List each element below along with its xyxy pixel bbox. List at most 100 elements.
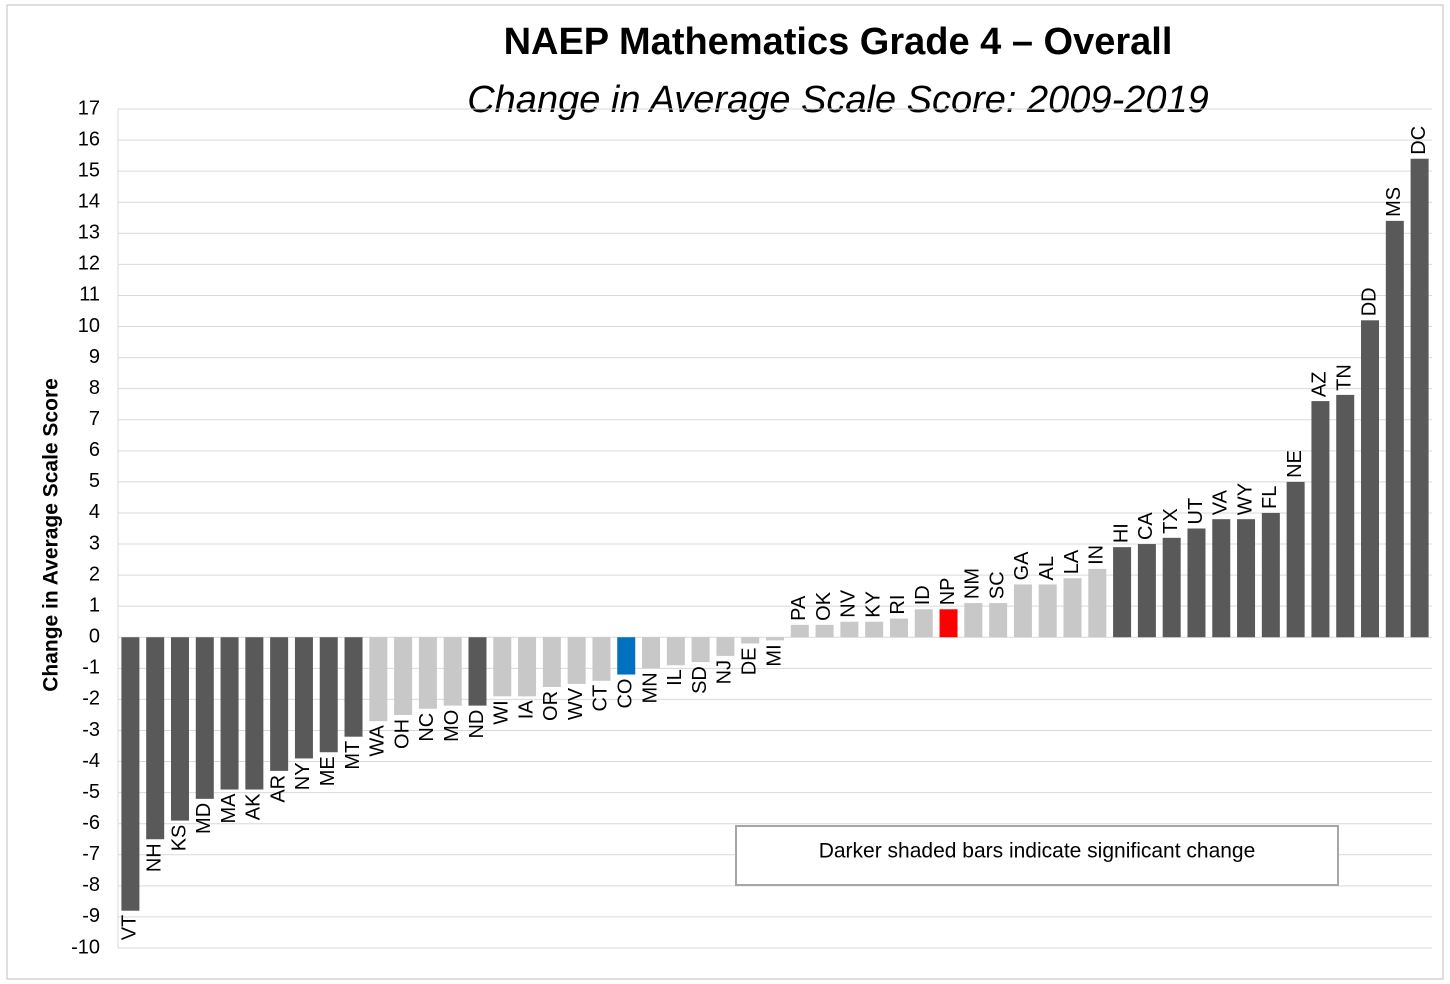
y-tick-label: -4 xyxy=(82,750,100,772)
x-tick-label: SD xyxy=(689,666,711,694)
x-tick-label: RI xyxy=(887,595,909,615)
bar xyxy=(1361,320,1380,638)
bar xyxy=(1286,481,1305,638)
bar xyxy=(220,637,239,790)
bar xyxy=(1162,537,1181,638)
bar xyxy=(294,637,313,759)
x-tick-label: NV xyxy=(838,589,860,617)
x-tick-label: AL xyxy=(1036,556,1058,580)
x-tick-label: MO xyxy=(441,710,463,742)
bar xyxy=(914,609,933,638)
x-tick-label: OR xyxy=(540,691,562,721)
y-tick-label: 10 xyxy=(78,315,100,337)
x-tick-label: HI xyxy=(1110,523,1132,543)
bar xyxy=(1088,568,1107,638)
bar xyxy=(146,637,165,840)
bar xyxy=(369,637,388,722)
annotation-box xyxy=(735,825,1339,886)
x-tick-label: DC xyxy=(1408,126,1430,155)
x-tick-label: WV xyxy=(565,687,587,720)
x-tick-label: UT xyxy=(1185,498,1207,525)
x-tick-label: NY xyxy=(292,762,314,790)
y-tick-label: 7 xyxy=(89,408,100,430)
x-tick-label: LA xyxy=(1061,549,1083,574)
bar xyxy=(642,637,661,669)
x-tick-label: WI xyxy=(491,700,513,724)
x-tick-label: PA xyxy=(788,595,810,621)
bar xyxy=(319,637,338,753)
bar xyxy=(1038,584,1057,638)
bar xyxy=(989,603,1008,638)
bar xyxy=(1237,519,1256,638)
bar xyxy=(493,637,512,697)
x-tick-label: CT xyxy=(590,685,612,712)
x-tick-label: NP xyxy=(937,577,959,605)
y-tick-label: 16 xyxy=(78,128,100,150)
x-tick-label: MT xyxy=(342,741,364,770)
x-tick-label: VA xyxy=(1210,489,1232,515)
bar xyxy=(790,624,809,638)
bar xyxy=(592,637,611,681)
bar xyxy=(1385,220,1404,638)
bar xyxy=(617,637,636,675)
x-tick-label: AZ xyxy=(1309,372,1331,398)
bar xyxy=(666,637,685,666)
x-tick-label: ND xyxy=(466,710,488,739)
x-tick-label: WY xyxy=(1234,483,1256,515)
y-axis-title: Change in Average Scale Score xyxy=(40,378,63,692)
x-tick-label: OK xyxy=(813,591,835,621)
x-tick-label: IL xyxy=(664,669,686,686)
x-tick-label: VT xyxy=(119,915,141,941)
bar xyxy=(468,637,487,706)
x-tick-label: ME xyxy=(317,756,339,786)
x-tick-label: MD xyxy=(193,803,215,834)
y-tick-label: 14 xyxy=(78,191,100,213)
bar xyxy=(542,637,561,687)
bar xyxy=(245,637,264,790)
y-tick-label: 3 xyxy=(89,532,100,554)
bar xyxy=(121,637,140,911)
bar xyxy=(1311,401,1330,638)
bar xyxy=(344,637,363,737)
y-tick-label: -8 xyxy=(82,874,100,896)
x-tick-label: NC xyxy=(416,713,438,742)
bar xyxy=(840,621,859,638)
bar xyxy=(1212,519,1231,638)
x-tick-label: MI xyxy=(763,644,785,666)
y-tick-label: 17 xyxy=(78,97,100,119)
y-tick-label: 15 xyxy=(78,159,100,181)
bar xyxy=(518,637,537,697)
y-tick-label: -1 xyxy=(82,657,100,679)
y-tick-label: -6 xyxy=(82,812,100,834)
bar xyxy=(1063,578,1082,638)
y-tick-label: 8 xyxy=(89,377,100,399)
y-tick-label: 11 xyxy=(79,284,100,306)
y-tick-label: -2 xyxy=(82,688,100,710)
y-tick-label: -5 xyxy=(82,781,100,803)
y-tick-label: 0 xyxy=(89,626,100,648)
bar xyxy=(1113,547,1132,638)
bar xyxy=(443,637,462,706)
bar xyxy=(1261,512,1280,638)
y-tick-label: -10 xyxy=(71,936,100,958)
bar xyxy=(170,637,189,821)
chart-border xyxy=(6,4,1444,980)
y-tick-label: 12 xyxy=(78,253,100,275)
bar xyxy=(691,637,710,663)
bar xyxy=(1013,584,1032,638)
bar xyxy=(741,637,760,644)
bar xyxy=(195,637,214,799)
bar xyxy=(815,624,834,638)
y-tick-label: 4 xyxy=(89,501,100,523)
x-tick-label: IA xyxy=(515,700,537,720)
bar xyxy=(418,637,437,709)
x-tick-label: DD xyxy=(1358,287,1380,316)
x-tick-label: OH xyxy=(391,719,413,749)
y-tick-label: 13 xyxy=(78,222,100,244)
bar xyxy=(865,621,884,638)
x-tick-label: NE xyxy=(1284,450,1306,478)
bar xyxy=(1410,158,1429,638)
x-tick-label: FL xyxy=(1259,486,1281,509)
x-tick-label: DE xyxy=(738,647,760,675)
